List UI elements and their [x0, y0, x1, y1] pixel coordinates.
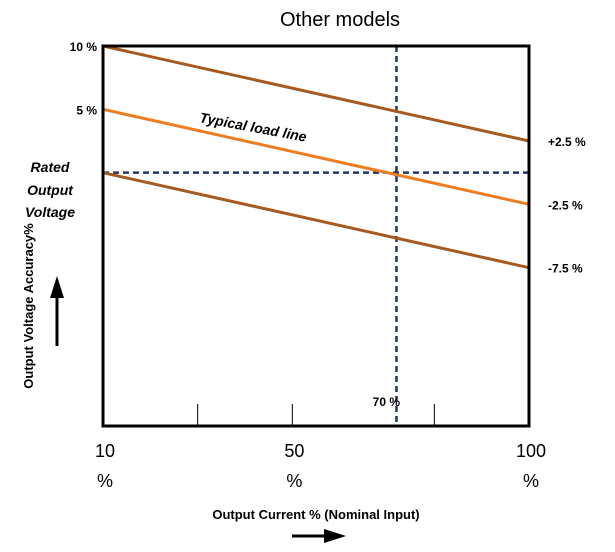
- series-line-3: [102, 171, 530, 270]
- x-tick-unit: %: [523, 471, 539, 491]
- y-axis-label: Output Voltage Accuracy%: [21, 223, 36, 389]
- plot-frame: [101, 44, 531, 428]
- rated-voltage-label: Rated Output Voltage: [25, 159, 75, 220]
- chart-title: Other models: [280, 9, 400, 31]
- marker-label: 70 %: [373, 395, 401, 409]
- x-tick-unit: %: [286, 471, 302, 491]
- x-tick-label: 100: [516, 441, 546, 461]
- y-tick-label: 5 %: [76, 103, 97, 117]
- x-tick-label: 10: [95, 441, 115, 461]
- rated-voltage-line-3: Voltage: [25, 204, 75, 220]
- rated-voltage-line-2: Output: [27, 182, 74, 198]
- y-axis-arrow: [50, 276, 64, 346]
- right-end-label: +2.5 %: [548, 135, 586, 149]
- right-end-label: -7.5 %: [548, 262, 583, 276]
- right-end-label: -2.5 %: [548, 198, 583, 212]
- x-axis-label: Output Current % (Nominal Input): [212, 507, 419, 522]
- y-tick-label: 10 %: [70, 40, 98, 54]
- typical-load-line-annotation: Typical load line: [198, 109, 308, 145]
- series-line-1: [102, 44, 530, 143]
- x-axis-arrow: [292, 529, 346, 543]
- x-tick-label: 50: [284, 441, 304, 461]
- series-line-2: [102, 107, 530, 206]
- x-tick-unit: %: [97, 471, 113, 491]
- rated-voltage-line-1: Rated: [31, 159, 70, 175]
